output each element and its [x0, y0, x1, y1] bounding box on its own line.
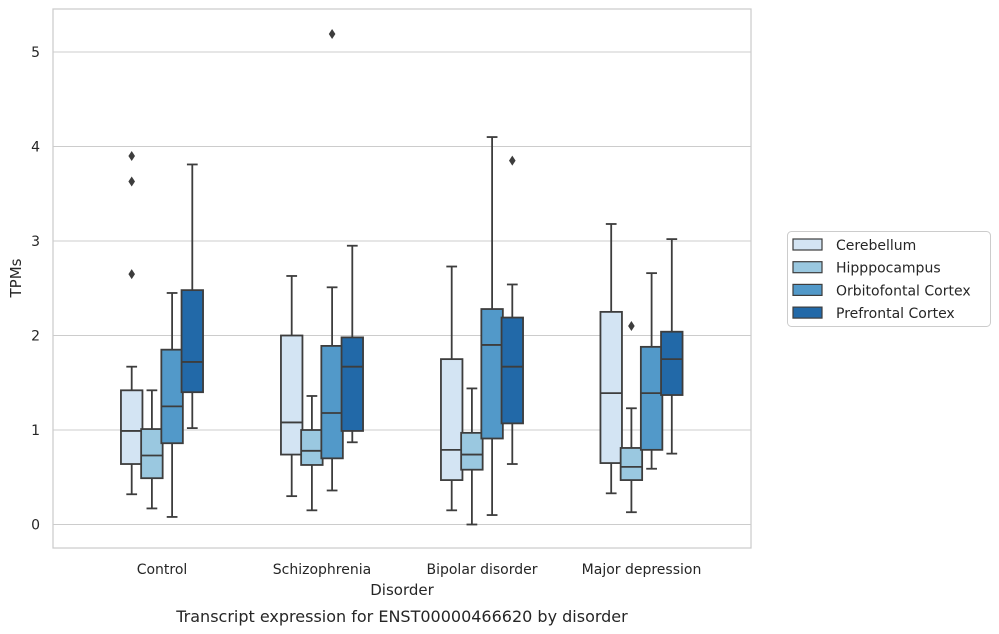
box-body [280, 334, 304, 456]
plot-frame [52, 8, 752, 549]
box-body [639, 345, 664, 451]
box-prefrontal-cortex-bipolar-disorder [500, 155, 524, 465]
x-tick-label: Major depression [582, 562, 702, 578]
box-hipppocampus-control [140, 389, 164, 510]
x-axis-title: Disorder [370, 581, 434, 599]
outlier-marker [628, 321, 635, 332]
box-body [120, 389, 144, 465]
y-tick-labels: 0 1 2 3 4 5 [31, 45, 40, 534]
box-orbitofontal-cortex-schizophrenia [320, 29, 344, 492]
box-body [440, 358, 464, 481]
y-tick-label: 1 [31, 423, 40, 439]
box-hipppocampus-major-depression [619, 321, 644, 514]
y-tick-label: 0 [31, 518, 40, 534]
legend-frame [787, 231, 991, 327]
legend-swatch [792, 283, 823, 296]
x-tick-labels: Control Schizophrenia Bipolar disorder Majo… [137, 562, 702, 578]
legend-swatch [792, 261, 823, 274]
box-orbitofontal-cortex-major-depression [639, 272, 664, 470]
chart-caption: Transcript expression for ENST0000046662… [175, 607, 628, 626]
box-hipppocampus-schizophrenia [300, 395, 324, 512]
outlier-marker [509, 155, 516, 166]
box-cerebellum-control [120, 150, 144, 496]
box-cerebellum-major-depression [599, 223, 623, 495]
y-tick-label: 4 [31, 140, 40, 156]
box-body [480, 308, 504, 440]
box-cerebellum-schizophrenia [280, 275, 304, 498]
legend-label: Prefrontal Cortex [836, 306, 955, 322]
box-orbitofontal-cortex-bipolar-disorder [480, 136, 504, 516]
outlier-marker [328, 29, 336, 40]
box-body [660, 330, 684, 396]
box-body [300, 429, 324, 466]
legend-swatch [792, 306, 823, 319]
y-axis-title: TPMs [7, 258, 25, 298]
x-tick-label: Bipolar disorder [426, 562, 537, 578]
boxes [120, 29, 684, 526]
box-prefrontal-cortex-control [180, 163, 204, 430]
box-body [599, 310, 623, 464]
box-hipppocampus-bipolar-disorder [460, 387, 484, 526]
box-body [619, 447, 644, 481]
box-prefrontal-cortex-schizophrenia [340, 244, 364, 444]
box-body [320, 344, 344, 460]
box-cerebellum-bipolar-disorder [440, 265, 464, 512]
box-body [340, 336, 364, 432]
x-tick-label: Schizophrenia [273, 562, 371, 578]
legend: Cerebellum Hipppocampus Orbitofontal Corte… [787, 231, 991, 327]
x-tick-label: Control [137, 562, 188, 578]
legend-label: Orbitofontal Cortex [836, 283, 971, 299]
box-prefrontal-cortex-major-depression [660, 238, 684, 455]
y-tick-label: 5 [31, 45, 40, 61]
y-tick-label: 3 [31, 234, 40, 250]
y-tick-label: 2 [31, 329, 40, 345]
legend-label: Hipppocampus [836, 261, 941, 277]
legend-swatch [792, 238, 823, 251]
box-body [500, 316, 524, 425]
box-body [180, 289, 204, 394]
box-body [460, 431, 484, 471]
outlier-marker [128, 269, 135, 280]
outlier-marker [128, 176, 135, 187]
outlier-marker [128, 150, 135, 161]
box-body [140, 428, 164, 480]
box-body [160, 348, 184, 445]
box-orbitofontal-cortex-control [160, 292, 184, 518]
legend-label: Cerebellum [836, 238, 916, 254]
